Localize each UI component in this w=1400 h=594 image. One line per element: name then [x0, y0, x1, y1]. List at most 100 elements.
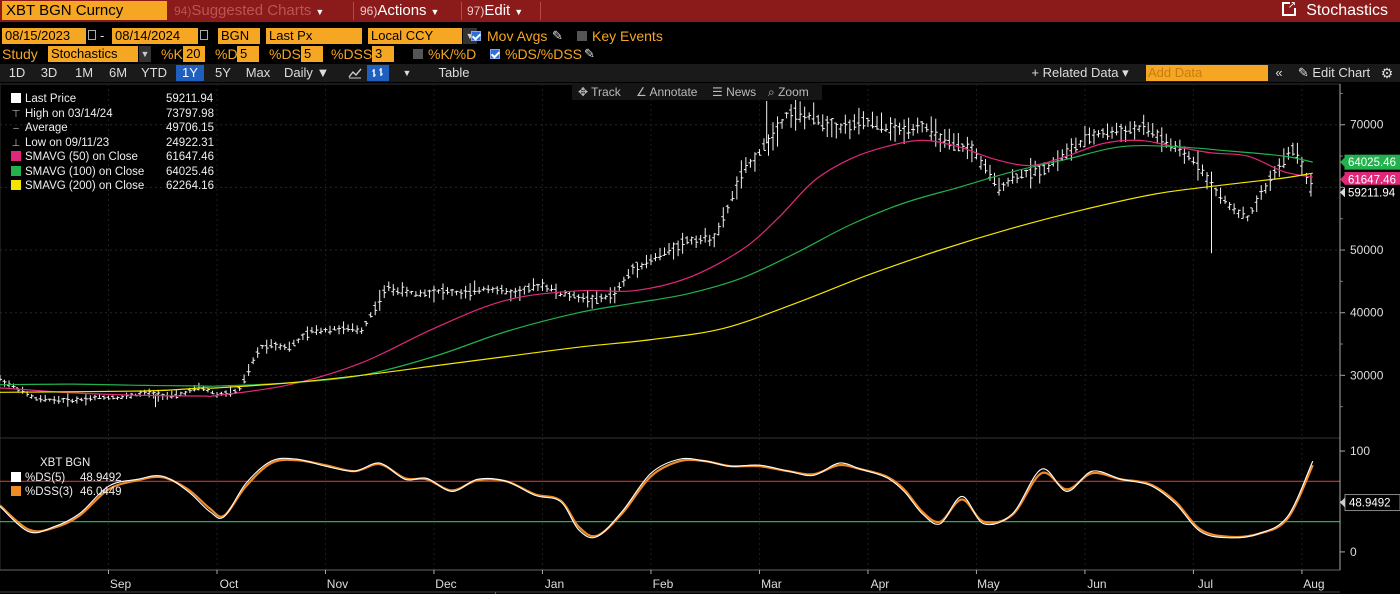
actions-menu[interactable]: 96)Actions ▼: [360, 1, 439, 21]
price-bar: [648, 254, 653, 265]
pencil-icon[interactable]: ✎: [584, 46, 595, 61]
legend-value: 24922.31: [166, 136, 214, 149]
price-bar: [1259, 185, 1264, 200]
legend-value: 61647.46: [166, 151, 214, 163]
zoom-tool[interactable]: ⌕ Zoom: [768, 84, 809, 100]
legend-swatch: [11, 151, 21, 161]
price-bar: [667, 243, 672, 256]
caret-down-icon: ▼: [514, 7, 524, 17]
end-date-field[interactable]: 08/14/2024: [112, 28, 198, 44]
price-bar: [1128, 121, 1133, 134]
mov-avgs-checkbox[interactable]: [471, 31, 481, 41]
main-legend: Last Price 59211.94 ⊤ High on 03/14/24 7379…: [8, 92, 218, 194]
stochastics-tag-pointer: [1340, 497, 1345, 508]
security-field[interactable]: XBT BGN Curncy: [2, 1, 167, 20]
price-bar: [942, 129, 947, 148]
range-1y-button[interactable]: 1Y: [176, 65, 204, 81]
smavg-100-line: [0, 144, 1313, 387]
range-6m-button[interactable]: 6M: [108, 65, 128, 80]
zoom-icon: ⌕: [768, 85, 779, 99]
gear-icon[interactable]: ⚙: [1380, 65, 1394, 81]
chart-tools-bar: [572, 83, 822, 100]
range-3d-button[interactable]: 3D: [40, 65, 58, 80]
price-tag-label: 64025.46: [1348, 157, 1396, 169]
price-bar: [323, 327, 328, 333]
edit-menu[interactable]: 97)Edit ▼: [467, 1, 523, 21]
track-tool[interactable]: ✥ Track: [578, 84, 621, 100]
price-bar: [906, 117, 911, 139]
price-bar: [1223, 195, 1228, 204]
price-bar: [61, 397, 66, 404]
source-field[interactable]: BGN: [218, 28, 260, 44]
bar-chart-icon[interactable]: [367, 65, 389, 81]
legend-row-ds[interactable]: %DS(5) 48.9492: [8, 471, 128, 486]
add-data-input[interactable]: Add Data: [1146, 65, 1268, 81]
pencil-icon[interactable]: ✎: [552, 28, 563, 43]
start-date-field[interactable]: 08/15/2023: [2, 28, 86, 44]
dss-param-input[interactable]: 3: [372, 46, 394, 62]
calendar-icon[interactable]: [200, 30, 208, 40]
kd-checkbox[interactable]: [413, 49, 423, 59]
stochastics-legend: XBT BGN %DS(5) 48.9492 %DSS(3) 46.0449: [8, 456, 128, 500]
crosshair-icon: ✥: [578, 85, 592, 99]
legend-row-smavg-200[interactable]: SMAVG (200) on Close 62264.16: [8, 179, 218, 194]
price-bar: [300, 333, 305, 341]
legend-row-dss[interactable]: %DSS(3) 46.0449: [8, 485, 128, 500]
price-bar: [789, 104, 794, 128]
price-bar: [210, 390, 215, 395]
price-bar: [1141, 114, 1146, 136]
price-bar: [617, 282, 622, 291]
legend-row-smavg-50[interactable]: SMAVG (50) on Close 61647.46: [8, 150, 218, 165]
price-bar: [540, 278, 545, 291]
legend-row-last-price[interactable]: Last Price 59211.94: [8, 92, 218, 107]
table-button[interactable]: Table: [438, 65, 470, 80]
ds-param-input[interactable]: 5: [301, 46, 323, 62]
dropdown-arrow-icon[interactable]: ▼: [139, 46, 151, 62]
price-bar: [1119, 123, 1124, 143]
price-tag: 59211.94: [1340, 184, 1400, 200]
price-bar: [1236, 209, 1241, 219]
d-param-input[interactable]: 5: [237, 46, 259, 62]
line-chart-icon[interactable]: [344, 65, 366, 81]
price-bar: [1191, 156, 1196, 165]
related-data-button[interactable]: + Related Data ▾: [1031, 65, 1129, 80]
k-param-input[interactable]: 20: [183, 46, 205, 62]
price-bar: [707, 234, 712, 247]
range-1d-button[interactable]: 1D: [8, 65, 26, 80]
price-bar: [269, 339, 274, 349]
price-field-selector[interactable]: Last Px: [266, 28, 362, 44]
collapse-icon[interactable]: «: [1275, 65, 1283, 80]
price-bar: [676, 240, 681, 257]
range-max-button[interactable]: Max: [245, 65, 271, 80]
calendar-icon[interactable]: [88, 30, 96, 40]
kd-label: %K/%D: [428, 46, 477, 62]
frequency-selector[interactable]: Daily ▼: [284, 65, 330, 80]
range-1m-button[interactable]: 1M: [74, 65, 94, 80]
price-bar: [70, 398, 75, 404]
news-icon: ☰: [712, 85, 727, 99]
price-bar: [739, 160, 744, 189]
price-bar: [120, 395, 125, 400]
range-5y-button[interactable]: 5Y: [215, 65, 231, 80]
ds-dss-checkbox[interactable]: [490, 49, 500, 59]
study-selector[interactable]: Stochastics: [48, 46, 138, 62]
ds-dss-label: %DS/%DSS: [505, 46, 583, 62]
price-bar: [391, 284, 396, 296]
price-bar: [260, 344, 265, 349]
price-bar: [920, 120, 925, 133]
legend-value: 49706.15: [166, 122, 214, 134]
news-tool[interactable]: ☰ News: [712, 84, 756, 100]
suggested-charts-menu[interactable]: 94)Suggested Charts ▼: [174, 1, 324, 21]
key-events-checkbox[interactable]: [577, 31, 587, 41]
price-bar: [445, 287, 450, 295]
price-bar: [79, 397, 84, 402]
stochastics-launch-link[interactable]: ↗ Stochastics: [1282, 0, 1388, 21]
annotate-tool[interactable]: ∠ Annotate: [636, 84, 697, 100]
price-bar: [328, 325, 332, 335]
edit-chart-button[interactable]: ✎ Edit Chart: [1291, 65, 1377, 81]
currency-selector[interactable]: Local CCY: [368, 28, 462, 44]
range-ytd-button[interactable]: YTD: [141, 65, 167, 80]
divider: [353, 2, 354, 20]
chart-type-dropdown-icon[interactable]: ▼: [402, 68, 412, 78]
legend-row-smavg-100[interactable]: SMAVG (100) on Close 64025.46: [8, 165, 218, 180]
